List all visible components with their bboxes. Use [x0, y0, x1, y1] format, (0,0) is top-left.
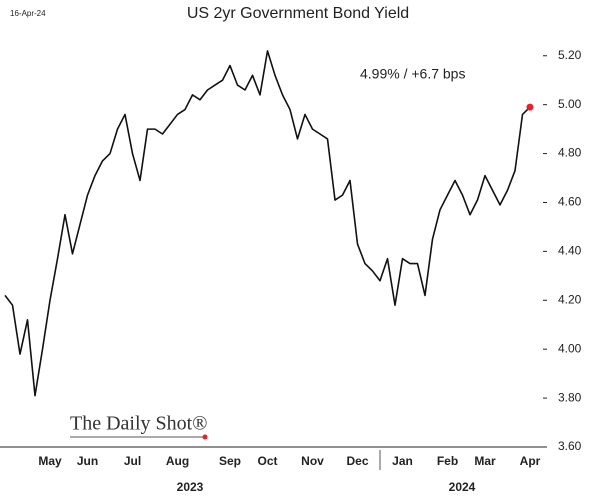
logo-dot: [202, 434, 208, 440]
year-label: 2023: [177, 480, 204, 494]
y-tick-label: 4.00: [558, 341, 582, 355]
series-line: [4, 50, 531, 397]
x-tick-label: Jan: [392, 454, 413, 468]
x-tick-label: Apr: [520, 454, 541, 468]
x-tick-label: Feb: [437, 454, 458, 468]
y-tick-label: 5.20: [558, 48, 582, 62]
x-tick-label: Jul: [124, 454, 141, 468]
last-point: [526, 103, 534, 111]
y-tick-label: 4.20: [558, 292, 582, 306]
x-tick-label: Jun: [77, 454, 98, 468]
x-tick-label: Sep: [219, 454, 241, 468]
y-tick-label: 4.60: [558, 195, 582, 209]
y-tick-label: 3.60: [558, 439, 582, 453]
x-tick-label: Nov: [301, 454, 324, 468]
x-tick-label: Aug: [166, 454, 189, 468]
logo: The Daily Shot®: [70, 413, 207, 435]
y-tick-label: 4.80: [558, 146, 582, 160]
year-label: 2024: [449, 480, 476, 494]
y-tick-label: 4.40: [558, 244, 582, 258]
date-label: 16-Apr-24: [10, 9, 46, 18]
x-tick-label: May: [38, 454, 62, 468]
y-tick-label: 5.00: [558, 97, 582, 111]
annotation: 4.99% / +6.7 bps: [360, 66, 465, 82]
x-tick-label: Dec: [346, 454, 368, 468]
x-tick-label: Oct: [257, 454, 277, 468]
x-tick-label: Mar: [474, 454, 496, 468]
chart-title: US 2yr Government Bond Yield: [187, 5, 409, 22]
y-tick-label: 3.80: [558, 390, 582, 404]
